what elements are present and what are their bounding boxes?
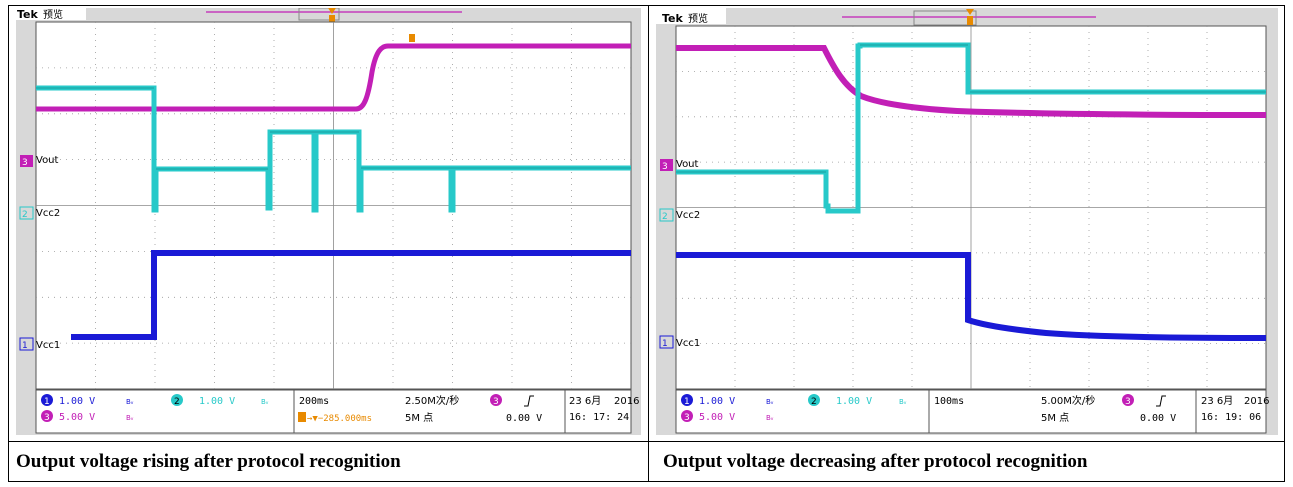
svg-text:3: 3 bbox=[22, 158, 28, 168]
rising-edge-icon bbox=[1156, 395, 1166, 407]
trace-vout bbox=[36, 34, 631, 112]
trigger-channel: 3 bbox=[1125, 397, 1131, 407]
preview-label: 预览 bbox=[43, 8, 63, 21]
scope-time: 16: 17: 24 bbox=[569, 412, 629, 423]
svg-text:2: 2 bbox=[22, 210, 28, 220]
trigger-position-icon bbox=[966, 9, 974, 15]
svg-text:2: 2 bbox=[662, 212, 668, 222]
preview-label: 预览 bbox=[688, 12, 708, 25]
trace-vcc1 bbox=[676, 252, 1267, 341]
sample-rate: 5.00M次/秒 bbox=[1041, 394, 1095, 407]
ch1-bw-mark: Bᵥ bbox=[126, 398, 134, 406]
timebase: 100ms bbox=[934, 396, 964, 407]
vout-label: Vout bbox=[36, 155, 59, 166]
trace-vcc1 bbox=[71, 250, 631, 340]
trigger-offset: →▼−285.000ms bbox=[307, 414, 372, 424]
svg-text:3: 3 bbox=[684, 413, 690, 423]
trace-vout bbox=[676, 45, 1267, 118]
ch3-bw-mark: Bᵥ bbox=[766, 414, 774, 422]
panel-divider bbox=[648, 5, 649, 482]
trigger-channel: 3 bbox=[493, 397, 499, 407]
right-scope-screenshot: Tek 预览 3 Vout 2 Vcc2 1 Vcc1 1 1.00 V Bᵥ … bbox=[656, 8, 1278, 435]
svg-text:1: 1 bbox=[22, 341, 28, 351]
record-length: 5M 点 bbox=[1041, 412, 1069, 424]
svg-text:2: 2 bbox=[174, 397, 180, 407]
svg-text:3: 3 bbox=[44, 413, 50, 423]
scope-year: 2016 bbox=[614, 396, 639, 407]
scope-date: 23 6月 bbox=[569, 395, 601, 407]
ch2-bw-mark: Bᵥ bbox=[899, 398, 907, 406]
trigger-position-icon bbox=[328, 8, 336, 14]
trace-vcc2 bbox=[676, 42, 1266, 214]
ch1-scale: 1.00 V bbox=[59, 396, 95, 407]
scope-year: 2016 bbox=[1244, 396, 1269, 407]
svg-text:1: 1 bbox=[44, 397, 50, 407]
left-caption: Output voltage rising after protocol rec… bbox=[16, 451, 401, 472]
trace-vcc2 bbox=[36, 85, 631, 213]
ch3-bw-mark: Bᵥ bbox=[126, 414, 134, 422]
sample-rate: 2.50M次/秒 bbox=[405, 394, 459, 407]
trigger-level: 0.00 V bbox=[506, 413, 542, 424]
ch1-scale: 1.00 V bbox=[699, 396, 735, 407]
record-length: 5M 点 bbox=[405, 412, 433, 424]
svg-text:1: 1 bbox=[684, 397, 690, 407]
ch1-bw-mark: Bᵥ bbox=[766, 398, 774, 406]
status-bar bbox=[35, 389, 632, 434]
figure-frame bbox=[8, 5, 1285, 482]
ch2-bw-mark: Bᵥ bbox=[261, 398, 269, 406]
tek-brand: Tek bbox=[662, 12, 684, 25]
svg-text:1: 1 bbox=[662, 339, 668, 349]
ch3-scale: 5.00 V bbox=[59, 412, 95, 423]
status-bar bbox=[675, 389, 1267, 434]
ch3-scale: 5.00 V bbox=[699, 412, 735, 423]
ch2-scale: 1.00 V bbox=[836, 396, 872, 407]
scope-time: 16: 19: 06 bbox=[1201, 412, 1261, 423]
svg-text:3: 3 bbox=[662, 162, 668, 172]
rising-edge-icon bbox=[524, 395, 534, 407]
left-scope-screenshot: Tek 预览 3 Vout 2 Vcc2 1 Vcc1 1 1.00 V Bᵥ … bbox=[16, 8, 641, 435]
tek-brand: Tek bbox=[17, 8, 39, 21]
ch2-scale: 1.00 V bbox=[199, 396, 235, 407]
vout-label: Vout bbox=[676, 159, 699, 170]
scope-date: 23 6月 bbox=[1201, 395, 1233, 407]
vcc2-label: Vcc2 bbox=[676, 210, 700, 221]
right-caption: Output voltage decreasing after protocol… bbox=[663, 451, 1088, 472]
timebase: 200ms bbox=[299, 396, 329, 407]
svg-text:2: 2 bbox=[811, 397, 817, 407]
vcc1-label: Vcc1 bbox=[36, 340, 60, 351]
vcc2-label: Vcc2 bbox=[36, 208, 60, 219]
trigger-level: 0.00 V bbox=[1140, 413, 1176, 424]
vcc1-label: Vcc1 bbox=[676, 338, 700, 349]
caption-divider bbox=[8, 441, 1285, 442]
